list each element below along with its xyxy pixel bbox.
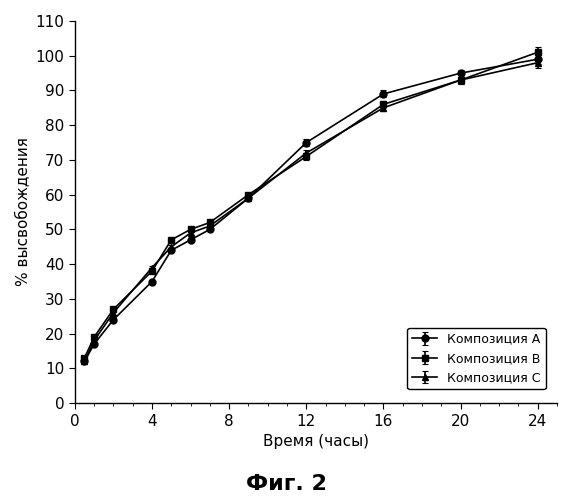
X-axis label: Время (часы): Время (часы) [263, 434, 369, 449]
Text: Фиг. 2: Фиг. 2 [245, 474, 327, 494]
Legend: Композиция А, Композиция В, Композиция С: Композиция А, Композиция В, Композиция С [407, 328, 546, 389]
Y-axis label: % высвобождения: % высвобождения [15, 138, 30, 286]
